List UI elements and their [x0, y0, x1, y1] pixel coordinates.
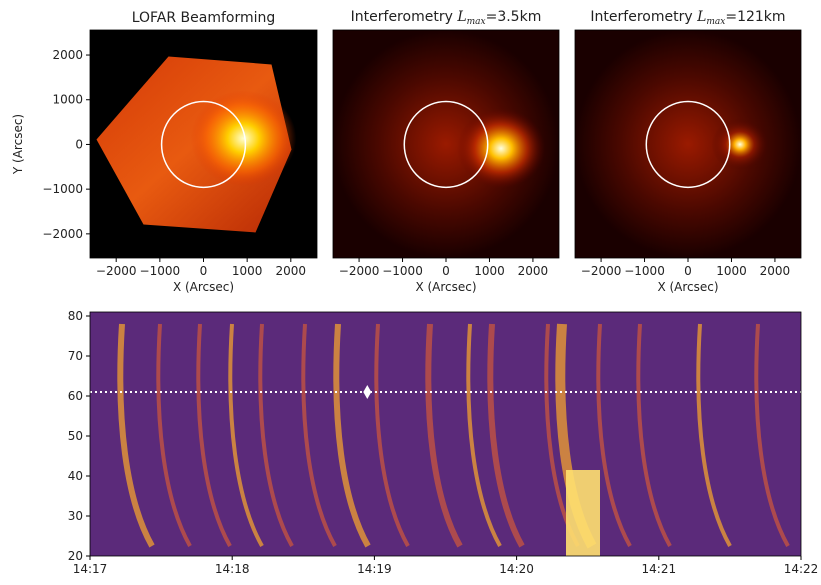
x-axis-label: X (Arcsec) [657, 280, 718, 294]
x-axis-label: X (Arcsec) [415, 280, 476, 294]
image-panel [333, 30, 559, 258]
y-tick-label: 40 [68, 469, 83, 483]
y-tick-label: 20 [68, 549, 83, 563]
x-tick-label: 0 [684, 264, 692, 278]
image-panel [90, 30, 317, 258]
image-content [575, 30, 801, 258]
lmax-symbol: L [456, 9, 466, 25]
x-tick-label: 14:21 [642, 562, 677, 576]
burst [487, 323, 525, 548]
x-tick-label: −1000 [140, 264, 181, 278]
x-tick-label: 14:18 [215, 562, 250, 576]
panel-title: Interferometry Lmax=121km [590, 9, 785, 27]
plots: −2000 −1000 0 1000 2000−2000−1000010002000LO… [11, 9, 818, 576]
x-tick-label: 2000 [276, 264, 307, 278]
source [190, 90, 297, 187]
x-tick-label: −1000 [382, 264, 423, 278]
image-content [90, 30, 317, 258]
y-tick-label: 30 [68, 509, 83, 523]
panel-title: LOFAR Beamforming [132, 10, 276, 26]
image-content [333, 30, 559, 258]
x-tick-label: 1000 [716, 264, 747, 278]
x-tick-label: −2000 [339, 264, 380, 278]
solar-disk [160, 100, 247, 189]
source [711, 118, 769, 171]
burst [258, 323, 294, 547]
lmax-value: =121km [725, 9, 785, 25]
panel-title: Interferometry Lmax=3.5km [351, 9, 542, 27]
x-tick-label: 2000 [760, 264, 791, 278]
x-tick-label: −2000 [581, 264, 622, 278]
burst [301, 323, 337, 547]
x-tick-label: 14:17 [73, 562, 108, 576]
spectrogram [90, 312, 801, 556]
lmax-sub: max [706, 17, 725, 27]
burst [228, 323, 264, 547]
x-tick-label: −1000 [624, 264, 665, 278]
x-tick-label: 14:20 [499, 562, 534, 576]
burst [425, 323, 463, 548]
spectrogram-content [90, 312, 801, 556]
burst [596, 323, 632, 547]
y-tick-label: −2000 [42, 227, 83, 241]
lmax-value: =3.5km [486, 9, 542, 25]
title-text: Interferometry [351, 9, 453, 25]
image-panel [575, 30, 801, 258]
burst [754, 323, 790, 547]
x-tick-label: 0 [200, 264, 208, 278]
burst [333, 323, 371, 548]
source [457, 108, 545, 189]
lmax-symbol: L [696, 9, 706, 25]
y-tick-label: 50 [68, 429, 83, 443]
frame [89, 311, 802, 557]
solar-disk [403, 100, 489, 189]
y-tick-label: 1000 [52, 93, 83, 107]
frame [574, 29, 802, 259]
x-tick-label: 1000 [474, 264, 505, 278]
y-tick-label: 60 [68, 389, 83, 403]
lmax-sub: max [467, 17, 486, 27]
burst [636, 323, 672, 547]
frame [89, 29, 318, 259]
burst [696, 323, 732, 547]
y-tick-label: 2000 [52, 48, 83, 62]
x-tick-label: 1000 [232, 264, 263, 278]
solar-disk [645, 100, 731, 189]
burst [156, 323, 192, 547]
burst [466, 323, 502, 547]
frame [332, 29, 560, 259]
burst [374, 323, 410, 547]
x-tick-label: 0 [442, 264, 450, 278]
x-tick-label: −2000 [96, 264, 137, 278]
marker [363, 385, 372, 399]
x-tick-label: 14:19 [357, 562, 392, 576]
burst [196, 323, 232, 547]
y-tick-label: −1000 [42, 182, 83, 196]
y-tick-label: 80 [68, 309, 83, 323]
x-tick-label: 2000 [518, 264, 549, 278]
x-axis-label: X (Arcsec) [173, 280, 234, 294]
y-tick-label: 70 [68, 349, 83, 363]
intense-burst [566, 470, 600, 556]
burst [117, 323, 155, 548]
title-text: Interferometry [590, 9, 692, 25]
y-axis-label: Y (Arcsec) [11, 114, 25, 175]
y-tick-label: 0 [75, 137, 83, 151]
x-tick-label: 14:22 [784, 562, 819, 576]
